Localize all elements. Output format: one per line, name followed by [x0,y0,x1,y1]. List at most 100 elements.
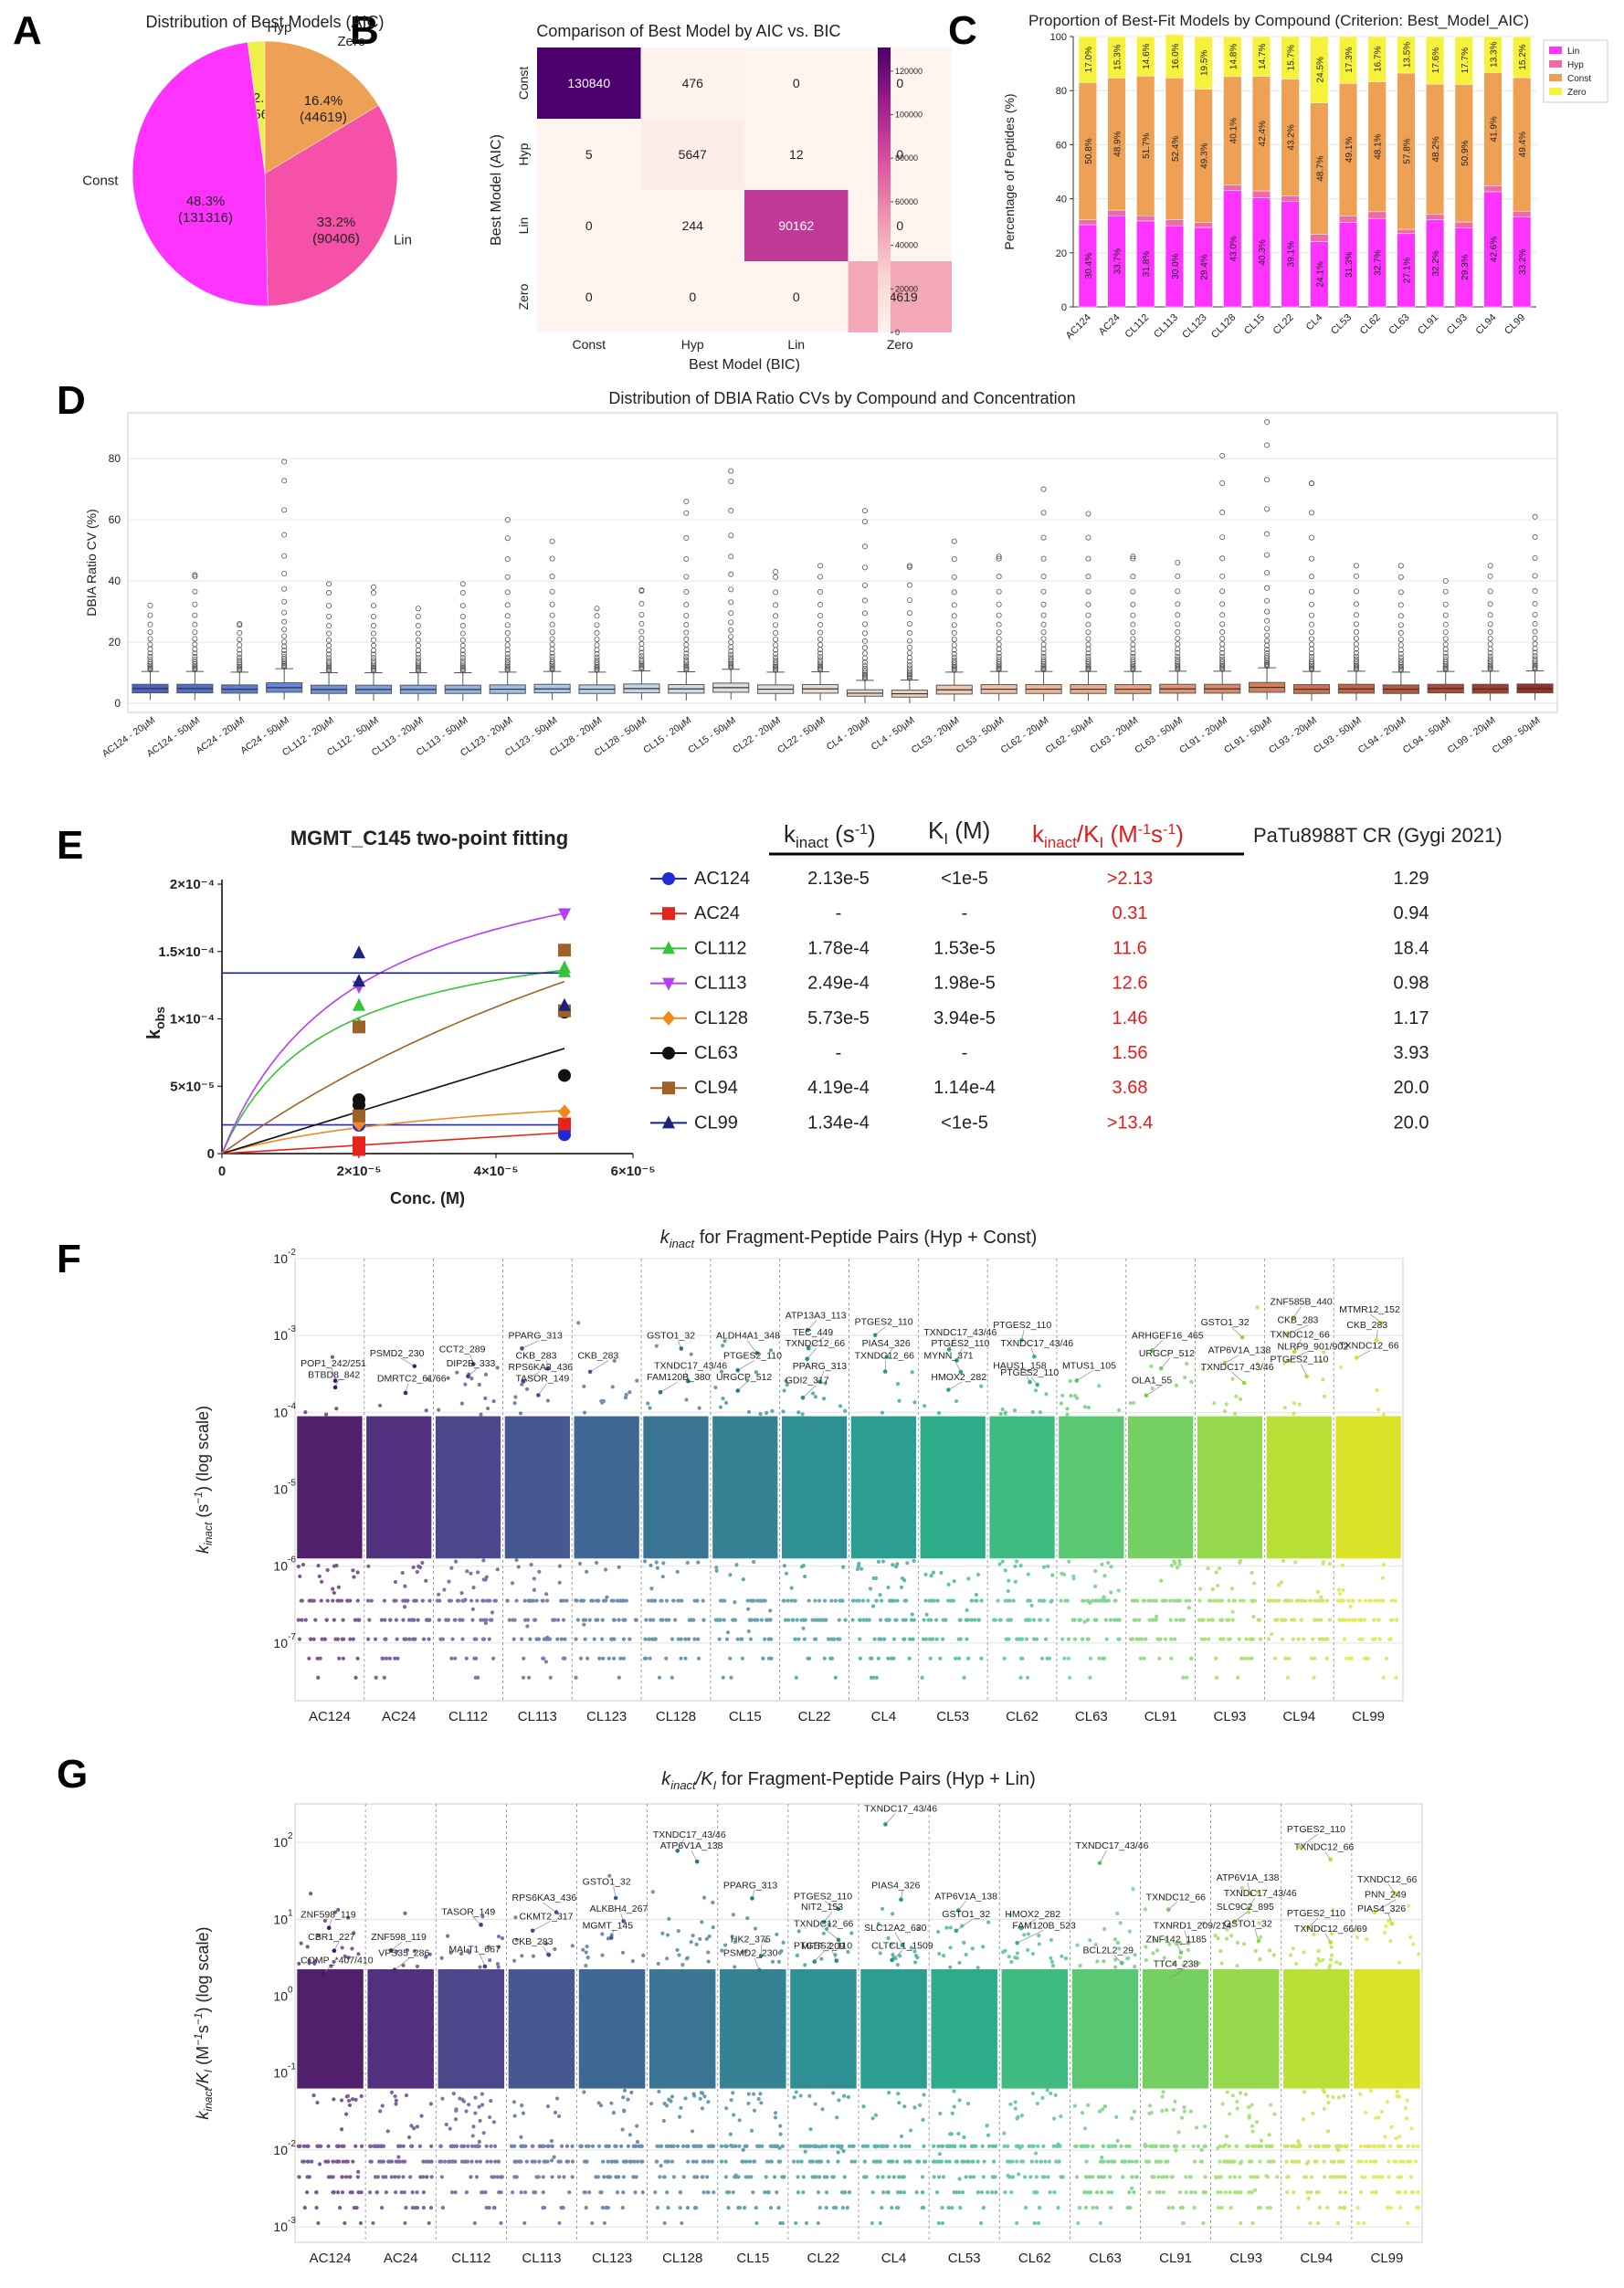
scatter-density-cl94 [1267,1417,1332,1559]
scatter-point [974,2145,977,2148]
bar-value-label: 42.4% [1258,121,1268,146]
scatter-point [775,2145,779,2148]
scatter-point [341,1945,344,1949]
scatter-point [341,1618,344,1622]
scatter-point [1386,2206,1389,2209]
scatter-point [821,2145,825,2148]
scatter-point [1238,1638,1241,1641]
scatter-point [522,2111,525,2114]
xtick-label: CL91 - 50µM [1222,715,1274,756]
scatter-point [1147,1598,1151,1602]
scatter-point [1097,1384,1101,1387]
scatter-point [679,1657,682,1661]
outlier-point [774,623,778,627]
scatter-point [1363,1618,1366,1622]
scatter-point [1368,2145,1372,2148]
scatter-point [318,1575,322,1578]
scatter-point [447,1580,450,1584]
scatter-point [497,1966,501,1969]
scatter-point [781,2145,785,2148]
scatter-point [475,2175,479,2178]
scatter-point [1030,2159,1034,2163]
scatter-point [767,1638,771,1641]
scatter-point [1069,1394,1072,1397]
scatter-point [585,1945,589,1948]
text-span: inact [670,1778,697,1792]
scatter-point [469,1376,473,1380]
scatter-point [1382,1413,1386,1417]
scatter-point [305,2190,309,2194]
outlier-point [1354,622,1358,627]
annotation-label: TXNDC12_66 [1294,1842,1355,1853]
scatter-point [1191,2145,1195,2148]
heatmap-xtick: Hyp [681,337,704,352]
scatter-point [1065,1413,1069,1417]
annotation-point [1169,1976,1174,1980]
outlier-point [148,603,153,607]
scatter-point [1116,2139,1120,2143]
scatter-point [725,1638,729,1641]
scatter-point [1175,1384,1178,1387]
scatter-point [1292,1411,1295,1415]
data-point-cl128 [558,1104,571,1119]
heatmap-cell-value: 0 [689,290,696,304]
scatter-point [303,1410,307,1414]
scatter-point [325,1618,329,1622]
scatter-point [544,1660,548,1663]
scatter-point [519,2145,522,2148]
scatter-point [1006,2145,1009,2148]
scatter-point [354,2098,358,2102]
bar-value-label: 24.5% [1315,57,1325,82]
scatter-point [683,1657,687,1661]
outlier-point [1309,622,1313,627]
scatter-point [1316,2190,1320,2194]
scatter-point [1084,2159,1088,2163]
outlier-point [1488,589,1492,594]
outlier-point [1488,637,1492,641]
scatter-point [922,2145,925,2148]
annotation-label: MYNN_371 [923,1350,973,1361]
scatter-point [802,2145,806,2148]
xtick-label: CL93 [1214,1709,1247,1724]
legend-label: Hyp [1567,60,1584,70]
scatter-point [1095,1959,1099,1963]
scatter-point [373,2145,376,2148]
scatter-point [1102,1596,1106,1599]
scatter-point [1360,1638,1364,1641]
outlier-point [774,630,778,635]
outlier-point [1086,613,1091,617]
scatter-point [1106,1561,1110,1565]
scatter-point [822,1932,826,1935]
scatter-point [617,1566,621,1569]
scatter-point [992,1618,996,1622]
scatter-point [480,2103,484,2106]
scatter-point [857,1598,860,1602]
scatter-density-cl112 [436,1417,501,1559]
scatter-point [520,2190,523,2194]
outlier-point [1398,643,1403,648]
outlier-point [595,614,599,618]
scatter-point [1233,1412,1237,1416]
scatter-point [306,1945,310,1948]
scatter-point [701,2106,704,2110]
legend-marker [662,907,675,920]
outlier-point [907,583,912,587]
scatter-point [1296,2206,1300,2209]
scatter-point [701,1598,705,1602]
scatter-point [740,1638,743,1641]
scatter-point [1155,1618,1158,1622]
scatter-point [938,2112,942,2115]
scatter-point [1251,1615,1255,1618]
scatter-point [683,2096,687,2100]
outlier-point [1443,642,1448,647]
scatter-point [670,1638,674,1641]
scatter-point [1317,1618,1321,1622]
scatter-point [473,2111,477,2114]
scatter-point [429,2102,433,2105]
outlier-point [550,556,554,561]
xtick-label: CL93 [1445,312,1470,337]
scatter-point [856,1567,859,1571]
scatter-point [340,2127,343,2131]
ytick-exponent: -6 [288,1555,296,1566]
